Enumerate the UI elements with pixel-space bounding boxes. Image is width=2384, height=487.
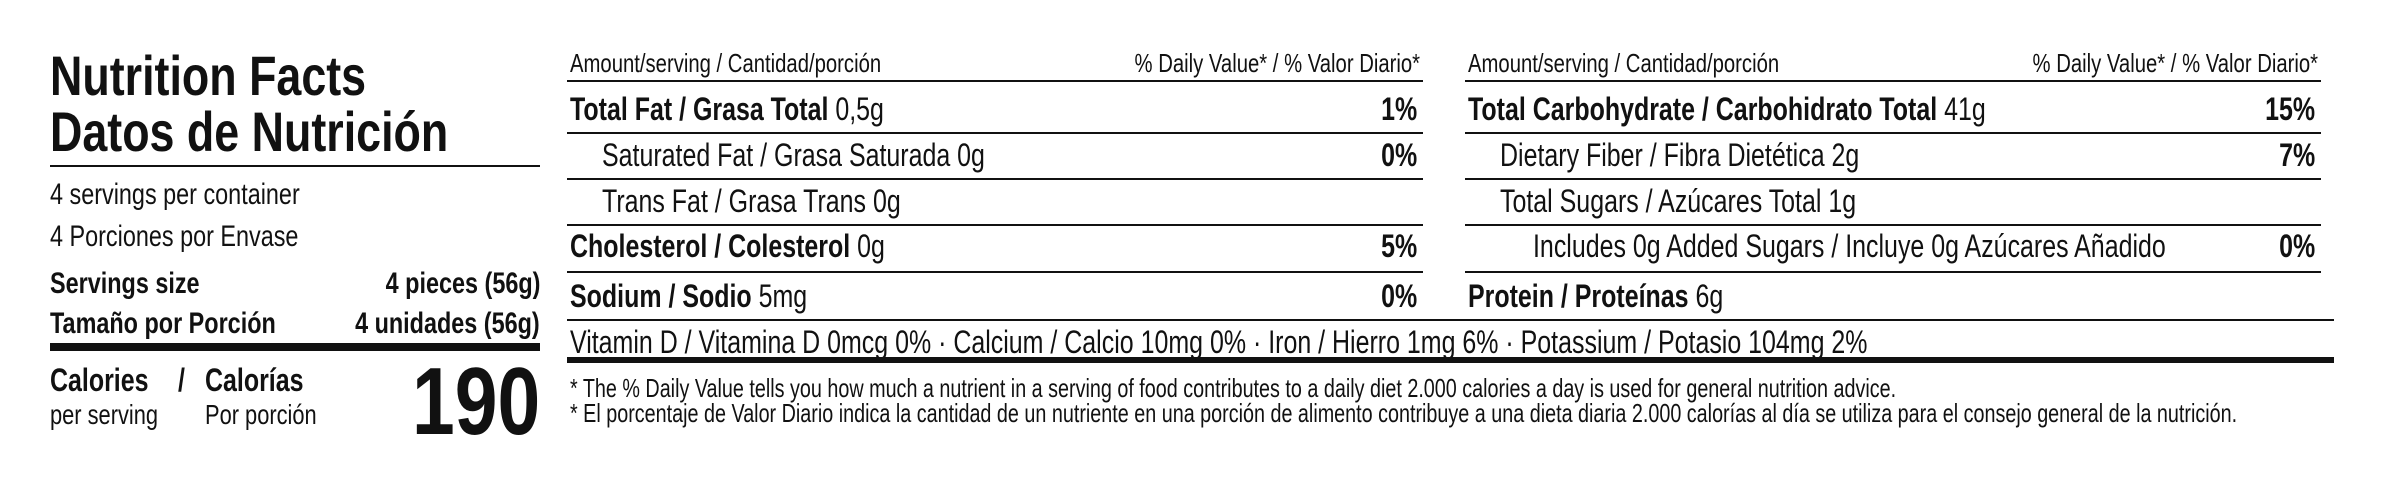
nutrient-name: Trans Fat / Grasa Trans — [602, 182, 867, 219]
nutrient-row: Dietary Fiber / Fibra Dietética 2g — [1500, 136, 1859, 174]
servings-text: 4 Porciones por Envase — [50, 220, 299, 253]
rule — [1465, 224, 2321, 226]
rule — [567, 224, 1423, 226]
rule — [1465, 80, 2321, 82]
rule — [1465, 271, 2321, 273]
nutrient-amount: 41g — [1944, 90, 1986, 127]
nutrient-row: Sodium / Sodio 5mg — [570, 277, 807, 315]
nutrient-amount: 6g — [1695, 277, 1724, 314]
nutrient-row: Total Sugars / Azúcares Total 1g — [1500, 182, 1856, 220]
daily-value: 0% — [1380, 136, 1417, 173]
servings-text: 4 servings per container — [50, 178, 300, 211]
nutrient-amount: 2g — [1831, 136, 1860, 173]
nutrient-row: Saturated Fat / Grasa Saturada 0g — [602, 136, 985, 174]
calories-sub: per serving — [50, 399, 159, 431]
nutrient-amount: 5mg — [758, 277, 808, 314]
serving-size-value: 4 pieces (56g) — [385, 267, 540, 300]
nutrient-row: Total Carbohydrate / Carbohidrato Total … — [1468, 90, 1986, 128]
daily-value: 7% — [2278, 136, 2315, 173]
nutrient-amount: 0g — [857, 227, 885, 264]
nutrient-name: Total Sugars / Azúcares Total — [1500, 182, 1822, 219]
rule — [1465, 132, 2321, 134]
daily-value: 1% — [1380, 90, 1417, 127]
footnote: * El porcentaje de Valor Diario indica l… — [570, 398, 2238, 429]
nutrient-amount: 1g — [1828, 182, 1857, 219]
vitamins: Vitamin D / Vitamina D 0mcg 0% · Calcium… — [570, 323, 1868, 360]
nutrient-row: Includes 0g Added Sugars / Incluye 0g Az… — [1533, 227, 2166, 265]
rule — [567, 319, 2334, 321]
nutrient-amount: 0,5g — [835, 90, 884, 127]
rule — [50, 343, 540, 351]
rule — [50, 165, 540, 167]
calories-separator: / — [178, 361, 185, 398]
nutrient-name: Total Fat / Grasa Total — [570, 90, 829, 127]
rule — [1465, 178, 2321, 180]
nutrient-name: Cholesterol / Colesterol — [570, 227, 851, 264]
nutrient-name: Saturated Fat / Grasa Saturada — [602, 136, 951, 173]
nutrient-row: Total Fat / Grasa Total 0,5g — [570, 90, 884, 128]
calories-sub: Por porción — [205, 399, 317, 431]
rule — [567, 357, 2334, 363]
title: Datos de Nutrición — [50, 100, 449, 164]
rule — [567, 271, 1423, 273]
calories-label: Calorías — [205, 361, 304, 398]
calories-label: Calories — [50, 361, 149, 398]
nutrient-row: Protein / Proteínas 6g — [1468, 277, 1723, 315]
daily-value: 5% — [1380, 227, 1417, 264]
serving-size-value: 4 unidades (56g) — [355, 307, 540, 340]
column-header: Amount/serving / Cantidad/porción — [1468, 48, 1780, 79]
calories-value: 190 — [411, 348, 540, 456]
nutrient-row: Cholesterol / Colesterol 0g — [570, 227, 885, 265]
nutrient-name: Protein / Proteínas — [1468, 277, 1689, 314]
column-header: % Daily Value* / % Valor Diario* — [1134, 48, 1420, 79]
nutrient-amount: 0g — [957, 136, 985, 173]
title: Nutrition Facts — [50, 44, 367, 108]
serving-size-label: Servings size — [50, 267, 200, 300]
nutrient-amount: 0g — [872, 182, 901, 219]
daily-value: 0% — [2278, 227, 2315, 264]
footnote: * The % Daily Value tells you how much a… — [570, 373, 1897, 404]
nutrient-row: Trans Fat / Grasa Trans 0g — [602, 182, 901, 220]
serving-size-label: Tamaño por Porción — [50, 307, 276, 340]
nutrient-name: Includes 0g Added Sugars / Incluye 0g Az… — [1533, 227, 2166, 264]
nutrient-name: Total Carbohydrate / Carbohidrato Total — [1468, 90, 1938, 127]
daily-value: 0% — [1380, 277, 1417, 314]
rule — [567, 132, 1423, 134]
rule — [567, 178, 1423, 180]
nutrient-name: Dietary Fiber / Fibra Dietética — [1500, 136, 1825, 173]
daily-value: 15% — [2265, 90, 2315, 127]
column-header: % Daily Value* / % Valor Diario* — [2032, 48, 2318, 79]
nutrient-name: Sodium / Sodio — [570, 277, 752, 314]
column-header: Amount/serving / Cantidad/porción — [570, 48, 882, 79]
rule — [567, 80, 1423, 82]
